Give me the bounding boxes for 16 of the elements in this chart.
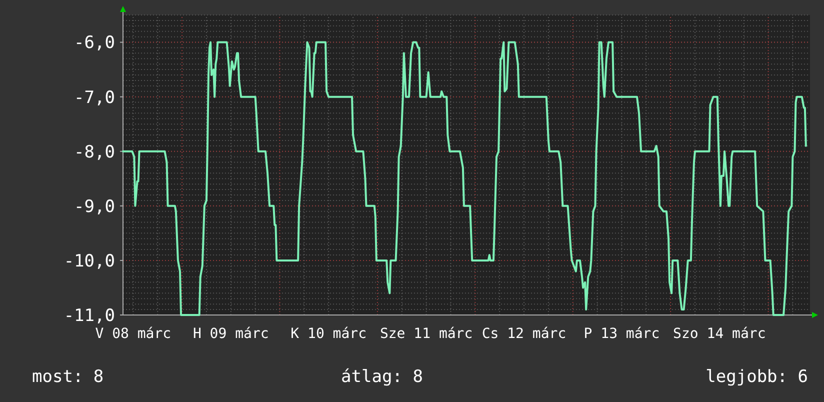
x-tick-label: P 13 márc xyxy=(584,326,660,342)
y-tick-label: -7,0 xyxy=(74,88,115,108)
y-tick-label: -9,0 xyxy=(74,196,115,217)
x-tick-label: Sze 11 márc xyxy=(380,326,473,342)
x-tick-label: Cs 12 márc xyxy=(482,326,566,342)
x-tick-label: K 10 márc xyxy=(290,326,367,342)
text: átlag: 8 xyxy=(341,367,423,387)
x-tick-label: Szo 14 márc xyxy=(673,326,766,342)
y-tick-label: -6,0 xyxy=(74,33,115,54)
y-tick-label: -10,0 xyxy=(64,251,115,272)
text: legjobb: 6 xyxy=(706,367,808,387)
text: most: 8 xyxy=(32,367,104,387)
y-tick-label: -11,0 xyxy=(64,306,115,326)
y-tick-label: -8,0 xyxy=(74,142,115,162)
x-tick-label: V 08 márc xyxy=(95,326,172,342)
x-tick-label: H 09 márc xyxy=(192,326,269,342)
